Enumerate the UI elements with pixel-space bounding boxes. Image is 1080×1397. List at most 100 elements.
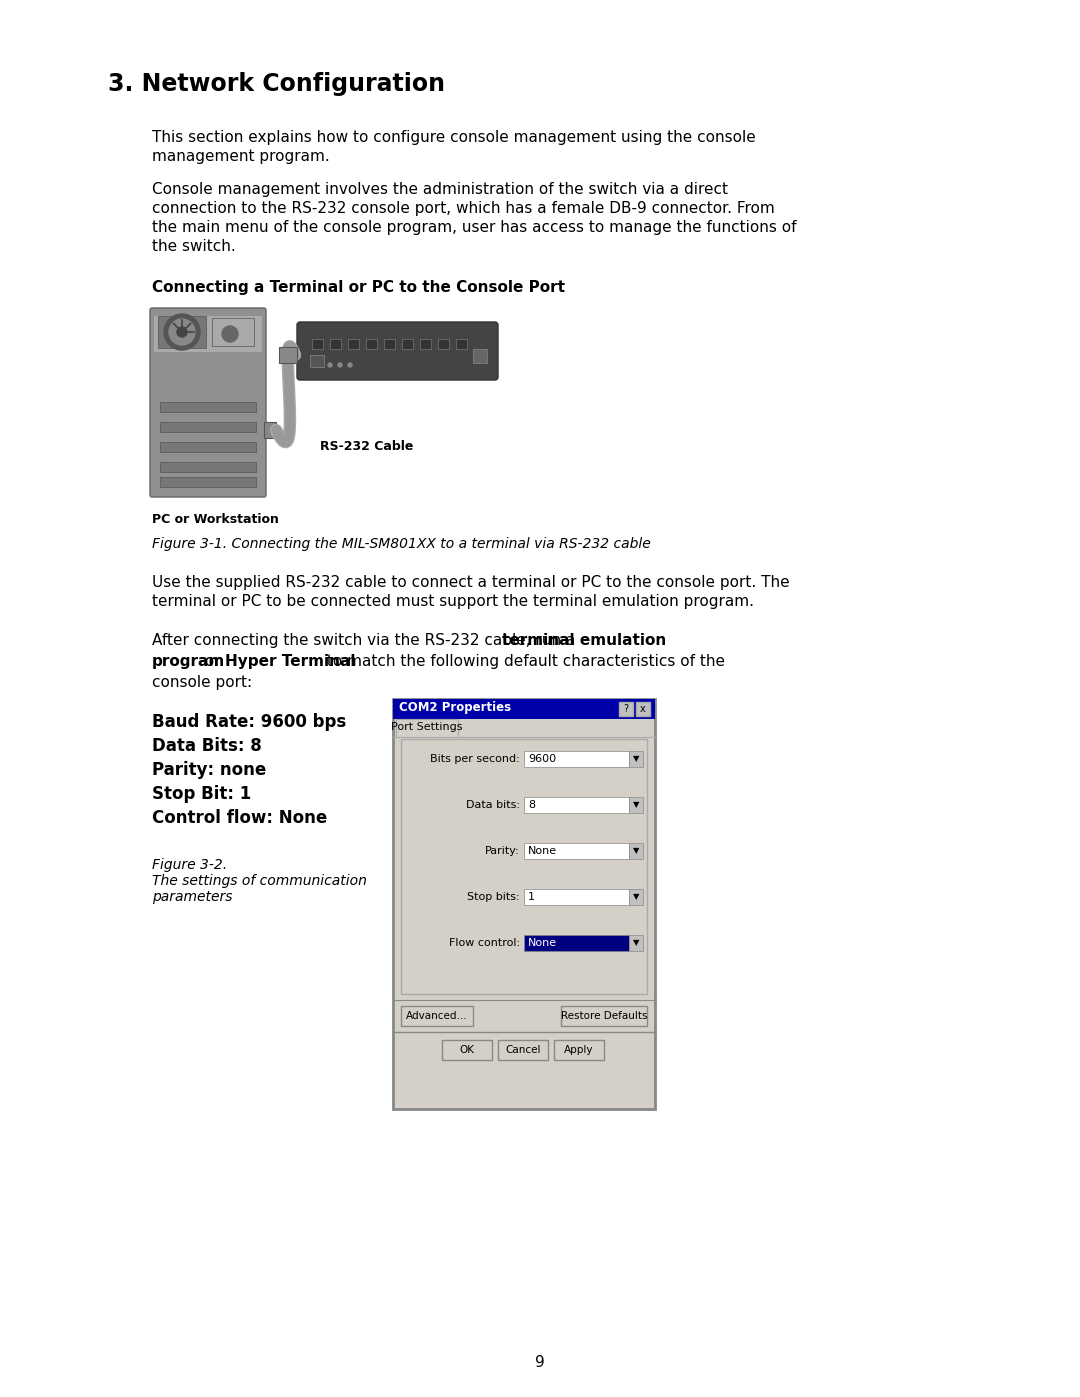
Bar [330,339,341,349]
Bar [524,935,629,951]
Text: Data bits:: Data bits: [465,800,519,810]
Circle shape [177,327,187,337]
Bar [629,935,643,951]
Text: COM2 Properties: COM2 Properties [399,701,511,714]
Circle shape [168,319,195,345]
Text: ▼: ▼ [633,893,639,901]
Circle shape [164,314,200,351]
Text: Restore Defaults: Restore Defaults [561,1011,647,1021]
Text: The settings of communication: The settings of communication [152,875,367,888]
Bar [498,1039,548,1060]
FancyBboxPatch shape [297,321,498,380]
Text: Connecting a Terminal or PC to the Console Port: Connecting a Terminal or PC to the Conso… [152,279,565,295]
Bar [348,339,359,349]
Text: Parity:: Parity: [485,847,519,856]
Text: None: None [528,847,557,856]
Bar [212,319,254,346]
Text: the switch.: the switch. [152,239,235,254]
Text: terminal emulation: terminal emulation [502,633,666,648]
Bar [619,703,633,717]
Bar [312,339,323,349]
Text: Parity: none: Parity: none [152,761,267,780]
Bar [629,752,643,767]
Text: Advanced...: Advanced... [406,1011,468,1021]
Text: OK: OK [459,1045,474,1055]
Text: Cancel: Cancel [505,1045,541,1055]
Text: ▼: ▼ [633,800,639,809]
Bar [402,339,413,349]
Text: 3. Network Configuration: 3. Network Configuration [108,73,445,96]
Text: ▼: ▼ [633,754,639,764]
Text: ▼: ▼ [633,939,639,947]
Text: Data Bits: 8: Data Bits: 8 [152,738,261,754]
Text: parameters: parameters [152,890,232,904]
Text: Port Settings: Port Settings [391,722,462,732]
Circle shape [348,363,352,367]
Text: This section explains how to configure console management using the console: This section explains how to configure c… [152,130,756,145]
Bar [160,476,256,488]
Text: Hyper Terminal: Hyper Terminal [226,654,355,669]
Text: Baud Rate: 9600 bps: Baud Rate: 9600 bps [152,712,347,731]
Text: After connecting the switch via the RS-232 cable, run a: After connecting the switch via the RS-2… [152,633,580,648]
Text: connection to the RS-232 console port, which has a female DB-9 connector. From: connection to the RS-232 console port, w… [152,201,774,217]
Bar [456,339,467,349]
Bar [524,752,629,767]
Bar [629,842,643,859]
FancyBboxPatch shape [150,307,266,497]
Text: Use the supplied RS-232 cable to connect a terminal or PC to the console port. T: Use the supplied RS-232 cable to connect… [152,576,789,590]
Bar [561,1006,647,1025]
Text: console port:: console port: [152,675,252,690]
Bar [160,422,256,432]
Bar [442,1039,492,1060]
Bar [160,462,256,472]
Bar [524,888,629,905]
Bar [160,402,256,412]
Text: Apply: Apply [564,1045,594,1055]
Text: RS-232 Cable: RS-232 Cable [320,440,414,453]
Bar [393,698,654,719]
Bar [438,339,449,349]
Bar [158,316,206,348]
Text: Figure 3-1. Connecting the MIL-SM801XX to a terminal via RS-232 cable: Figure 3-1. Connecting the MIL-SM801XX t… [152,536,651,550]
Bar [401,739,647,995]
Text: PC or Workstation: PC or Workstation [152,513,279,527]
Bar [154,316,262,352]
Bar [393,698,654,1109]
Text: program: program [152,654,226,669]
Circle shape [222,326,238,342]
Bar [366,339,377,349]
Text: terminal or PC to be connected must support the terminal emulation program.: terminal or PC to be connected must supp… [152,594,754,609]
Text: 9600: 9600 [528,754,556,764]
Text: Console management involves the administration of the switch via a direct: Console management involves the administ… [152,182,728,197]
Text: or: or [200,654,226,669]
Text: 8: 8 [528,800,535,810]
Text: x: x [640,704,646,714]
Text: ▼: ▼ [633,847,639,855]
Text: 1: 1 [528,893,535,902]
Circle shape [318,363,322,367]
Bar [524,842,629,859]
Text: None: None [528,937,557,949]
Text: to match the following default characteristics of the: to match the following default character… [322,654,725,669]
Circle shape [338,363,342,367]
Bar [310,355,324,367]
Bar [420,339,431,349]
Circle shape [328,363,332,367]
Bar [629,798,643,813]
Text: Flow control:: Flow control: [449,937,519,949]
Text: the main menu of the console program, user has access to manage the functions of: the main menu of the console program, us… [152,219,797,235]
Text: Stop Bit: 1: Stop Bit: 1 [152,785,252,803]
Bar [279,346,297,363]
Bar [629,888,643,905]
Bar [384,339,395,349]
Text: Stop bits:: Stop bits: [468,893,519,902]
Text: Bits per second:: Bits per second: [430,754,519,764]
Bar [396,719,458,738]
Bar [524,798,629,813]
Text: Control flow: None: Control flow: None [152,809,327,827]
Bar [554,1039,604,1060]
Text: management program.: management program. [152,149,329,163]
Text: Figure 3-2.: Figure 3-2. [152,858,227,872]
Bar [401,1006,473,1025]
Bar [473,349,487,363]
